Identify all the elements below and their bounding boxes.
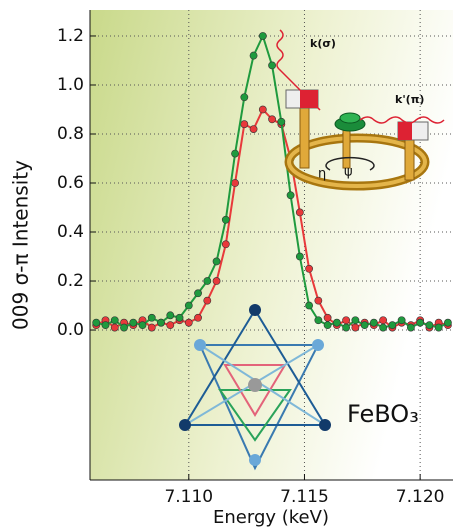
data-point <box>194 313 202 322</box>
data-point <box>184 301 193 310</box>
data-point <box>258 32 267 40</box>
data-point <box>369 318 378 327</box>
data-point <box>305 264 313 273</box>
data-point <box>240 93 249 102</box>
data-point <box>342 323 351 332</box>
data-point <box>212 277 221 285</box>
y-tick-label: 0.6 <box>57 173 84 193</box>
data-point <box>379 323 388 332</box>
data-point <box>221 215 230 224</box>
data-point <box>258 105 267 114</box>
data-point <box>397 316 406 325</box>
data-point <box>351 316 360 325</box>
data-point <box>295 208 304 217</box>
data-point <box>314 296 323 305</box>
data-point <box>231 179 239 187</box>
data-point <box>342 316 351 325</box>
y-tick-label: 0.8 <box>57 124 84 144</box>
data-point <box>231 149 239 158</box>
data-point <box>268 115 276 124</box>
data-point <box>166 321 175 330</box>
data-point <box>240 120 249 129</box>
plot-area: 0.0 0.2 0.4 0.6 0.8 1.0 1.2 7.110 7.115 7.120 <box>57 10 453 507</box>
compound-label: FeBO₃ <box>347 400 419 428</box>
data-point <box>314 316 323 325</box>
data-point <box>444 318 452 327</box>
data-point <box>110 323 119 332</box>
data-point <box>157 318 165 327</box>
x-tick-label: 7.110 <box>164 487 213 507</box>
y-tick-label: 0.4 <box>57 222 84 242</box>
plot-background <box>90 10 453 480</box>
data-point <box>203 277 212 285</box>
x-tick-label: 7.115 <box>280 487 329 507</box>
data-point <box>147 323 156 332</box>
crystal-inset <box>179 304 331 471</box>
data-point <box>221 240 230 249</box>
inset-label: k'(π) <box>395 93 424 106</box>
data-point <box>184 318 193 327</box>
y-tick-label: 0.2 <box>57 271 84 291</box>
data-point <box>92 318 101 327</box>
data-point <box>175 313 184 322</box>
data-point <box>388 321 397 330</box>
data-point <box>434 323 443 332</box>
data-point <box>249 51 258 60</box>
data-point <box>129 318 138 327</box>
data-point <box>351 323 360 332</box>
y-axis-title: 009 σ-π Intensity <box>9 160 33 330</box>
data-point <box>379 316 388 325</box>
data-point <box>286 191 295 200</box>
inset-label: ψ <box>344 165 353 180</box>
data-point <box>360 321 369 330</box>
data-point <box>166 311 175 320</box>
data-point <box>194 289 202 298</box>
data-point <box>295 252 304 261</box>
data-point <box>120 323 128 332</box>
data-point <box>249 125 258 133</box>
data-point <box>203 296 212 305</box>
data-point <box>147 313 156 322</box>
data-point <box>406 323 415 332</box>
data-point <box>305 301 313 310</box>
x-axis-title: Energy (keV) <box>213 507 329 528</box>
data-point <box>425 321 434 330</box>
data-point <box>268 61 276 70</box>
data-point <box>323 313 332 322</box>
y-tick-label: 1.0 <box>57 75 84 95</box>
data-point <box>101 321 110 330</box>
inset-label: η <box>318 167 326 182</box>
data-point <box>277 117 286 126</box>
x-tick-label: 7.120 <box>396 487 445 507</box>
inset-label: k(σ) <box>310 37 336 50</box>
data-point <box>138 321 147 330</box>
data-point <box>323 321 332 330</box>
data-point <box>332 318 341 327</box>
apparatus-inset <box>276 29 445 191</box>
y-tick-label: 1.2 <box>57 26 84 46</box>
data-point <box>416 318 425 327</box>
data-point <box>212 257 221 266</box>
data-point <box>110 316 119 325</box>
y-tick-label: 0.0 <box>57 320 84 340</box>
